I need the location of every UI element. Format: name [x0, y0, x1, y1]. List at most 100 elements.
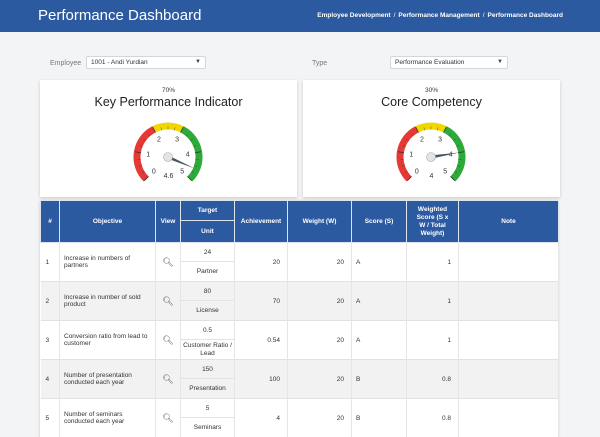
gauge-tick: [404, 171, 408, 174]
col-header-index: #: [40, 200, 60, 243]
cc-weight: 30%: [424, 87, 438, 94]
view-button[interactable]: 🔍︎: [155, 359, 181, 399]
gauge-scale-label: 3: [175, 137, 179, 144]
row-index: 2: [40, 281, 60, 321]
chevron-down-icon: ▼: [497, 59, 503, 65]
row-index: 3: [40, 320, 60, 360]
breadcrumb-item[interactable]: Employee Development: [317, 12, 391, 19]
objectives-table-container: # Objective View Target Achievement Weig…: [40, 200, 559, 437]
view-button[interactable]: 🔍︎: [155, 320, 181, 360]
gauge-tick: [401, 165, 405, 167]
row-achievement: 100: [234, 359, 288, 399]
gauge-tick: [138, 165, 142, 167]
gauge-tick: [411, 133, 414, 137]
gauge-tick: [134, 151, 141, 154]
gauge-tick: [190, 138, 193, 141]
chevron-down-icon: ▼: [195, 59, 201, 65]
gauge-tick: [407, 176, 412, 181]
row-objective: Increase in number of sold product: [59, 281, 156, 321]
gauge-needle: [430, 152, 460, 159]
gauge-tick: [187, 176, 192, 181]
gauge-tick: [148, 133, 151, 137]
table-row: 5 Number of seminars conducted each year…: [40, 398, 559, 437]
gauge-tick: [457, 165, 461, 167]
gauge-tick: [402, 145, 406, 147]
row-note: [458, 242, 559, 282]
page-title: Performance Dashboard: [38, 7, 202, 24]
gauge-tick: [141, 171, 145, 174]
target-value: 150: [181, 360, 234, 379]
cc-gauge: 012 345: [396, 122, 466, 182]
col-header-objective: Objective: [59, 200, 156, 243]
gauge-tick: [415, 126, 419, 133]
col-header-target: Target: [180, 200, 235, 221]
gauge-tick: [185, 133, 188, 137]
target-unit: Partner: [196, 267, 219, 275]
gauge-needle: [167, 155, 195, 169]
col-header-note: Note: [458, 200, 559, 243]
row-target: 0.5 Customer Ratio / Lead: [180, 320, 235, 360]
gauge-scale-label: 4: [449, 151, 453, 158]
gauge-tick: [193, 145, 197, 147]
target-unit: Seminars: [193, 423, 222, 431]
gauge-scale-label: 5: [443, 169, 447, 176]
gauge-tick: [194, 165, 198, 167]
row-achievement: 20: [234, 242, 288, 282]
row-index: 1: [40, 242, 60, 282]
view-button[interactable]: 🔍︎: [155, 398, 181, 437]
breadcrumb-item[interactable]: Performance Management: [398, 12, 480, 19]
breadcrumb-item: Performance Dashboard: [487, 12, 564, 19]
gauge-tick: [453, 138, 456, 141]
row-objective: Conversion ratio from lead to customer: [59, 320, 156, 360]
row-score: A: [351, 320, 407, 360]
gauge-scale-label: 4: [186, 151, 190, 158]
row-weight: 20: [287, 242, 352, 282]
breadcrumb: Employee Development / Performance Managem…: [317, 12, 563, 19]
target-value: 0.5: [181, 321, 234, 340]
row-weight: 20: [287, 281, 352, 321]
gauge-scale-label: 0: [415, 169, 419, 176]
gauge-tick: [450, 176, 455, 181]
search-icon: 🔍︎: [162, 412, 174, 423]
gauge-tick: [454, 171, 458, 174]
kpi-gauge: 0 12 34 5: [133, 122, 203, 182]
gauge-band-yellow: [152, 122, 184, 133]
target-value: 80: [181, 282, 234, 301]
gauge-scale-label: 2: [157, 137, 161, 144]
cc-title: Core Competency: [381, 95, 482, 109]
row-note: [458, 359, 559, 399]
row-index: 4: [40, 359, 60, 399]
row-index: 5: [40, 398, 60, 437]
gauge-tick: [191, 171, 195, 174]
type-select[interactable]: Performance Evaluation ▼: [390, 56, 508, 69]
gauge-scale-label: 5: [180, 169, 184, 176]
gauge-tick: [406, 138, 409, 141]
view-button[interactable]: 🔍︎: [155, 242, 181, 282]
row-target: 150 Presentation: [180, 359, 235, 399]
cc-gauge-value: 4: [429, 173, 434, 180]
gauge-tick: [397, 151, 404, 154]
row-weight: 20: [287, 359, 352, 399]
gauge-tick: [180, 126, 184, 133]
gauge-tick: [423, 127, 425, 131]
table-row: 1 Increase in numbers of partners 🔍︎ 24 P…: [40, 242, 559, 282]
gauge-scale-label: 1: [409, 151, 413, 158]
gauge-tick: [174, 127, 176, 131]
row-weighted-score: 1: [406, 242, 459, 282]
target-unit: Customer Ratio / Lead: [183, 341, 232, 357]
row-score: B: [351, 359, 407, 399]
row-objective: Number of presentation conducted each ye…: [59, 359, 156, 399]
employee-select[interactable]: 1001 - Andi Yurdian ▼: [86, 56, 206, 69]
kpi-title: Key Performance Indicator: [94, 95, 243, 109]
type-label: Type: [312, 60, 328, 67]
row-target: 80 License: [180, 281, 235, 321]
row-achievement: 0.54: [234, 320, 288, 360]
view-button[interactable]: 🔍︎: [155, 281, 181, 321]
gauge-tick: [160, 127, 162, 131]
gauge-band-yellow: [415, 122, 447, 133]
row-weighted-score: 1: [406, 320, 459, 360]
row-score: B: [351, 398, 407, 437]
table-row: 4 Number of presentation conducted each …: [40, 359, 559, 399]
gauge-tick: [143, 138, 146, 141]
